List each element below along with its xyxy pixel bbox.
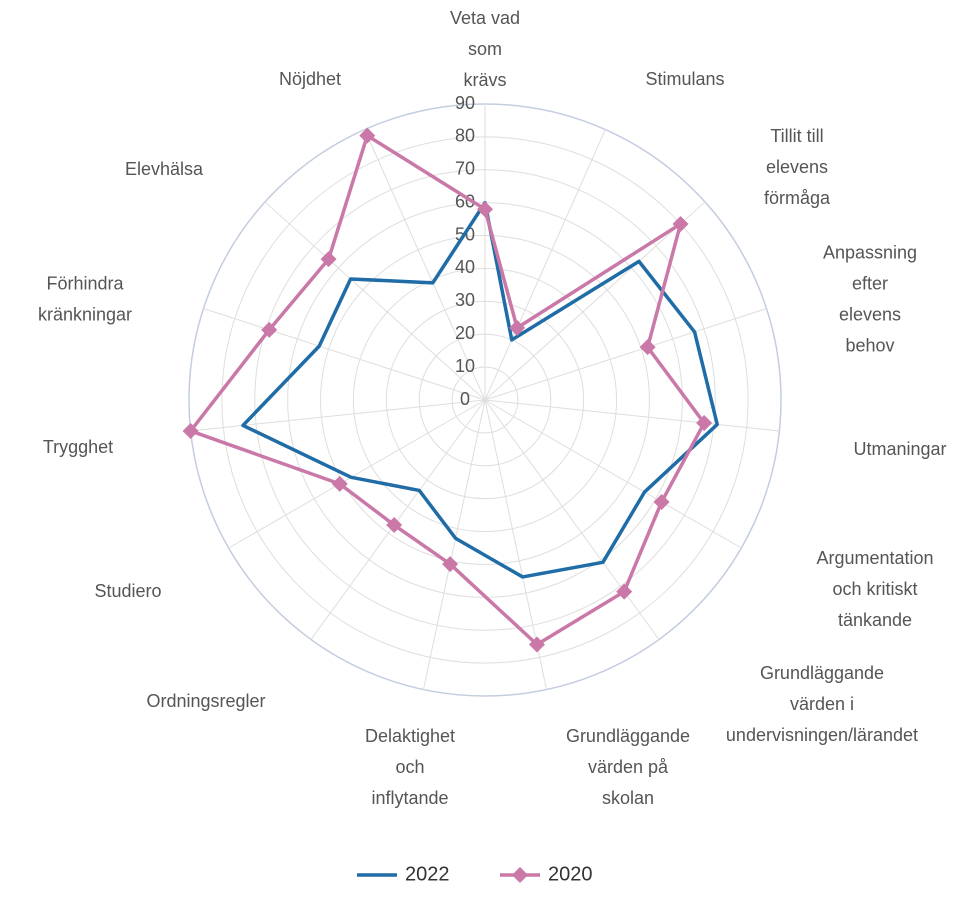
r-tick-label: 20 — [455, 323, 475, 343]
spoke — [228, 399, 486, 549]
series-line — [241, 200, 719, 579]
category-label: Veta vad som krävs — [450, 8, 520, 90]
r-tick-label: 60 — [455, 191, 475, 211]
category-label: Stimulans — [645, 69, 724, 89]
r-tick-label: 70 — [455, 159, 475, 179]
marker — [331, 475, 348, 492]
marker — [477, 201, 493, 218]
marker — [182, 422, 199, 439]
spoke — [484, 201, 706, 401]
legend-label: 2022 — [405, 863, 450, 885]
marker — [320, 251, 337, 268]
spoke — [364, 129, 486, 401]
category-label: Grundläggande värden på skolan — [566, 726, 690, 808]
spoke — [190, 399, 486, 432]
r-tick-label: 30 — [455, 290, 475, 310]
spoke — [203, 308, 486, 401]
marker — [672, 215, 689, 232]
marker — [653, 493, 670, 510]
category-label: Elevhälsa — [125, 159, 204, 179]
category-label: Förhindra kränkningar — [38, 273, 132, 324]
spoke — [484, 399, 660, 640]
category-label: Tillit till elevens förmåga — [764, 126, 831, 208]
category-label: Grundläggande värden i undervisningen/lära… — [726, 663, 918, 745]
r-tick-label: 40 — [455, 257, 475, 277]
marker — [696, 415, 713, 432]
legend-marker — [512, 867, 528, 883]
marker — [359, 127, 376, 144]
category-label: Ordningsregler — [146, 691, 265, 711]
series-line — [188, 133, 706, 647]
spoke — [484, 129, 606, 401]
spoke — [422, 399, 486, 690]
spoke — [484, 399, 780, 432]
marker — [639, 339, 656, 356]
r-tick-label: 0 — [460, 389, 470, 409]
marker — [528, 636, 545, 653]
r-tick-label: 80 — [455, 126, 475, 146]
category-label: Utmaningar — [853, 439, 946, 459]
category-label: Trygghet — [43, 437, 113, 457]
r-tick-label: 10 — [455, 356, 475, 376]
r-tick-label: 90 — [455, 93, 475, 113]
category-label: Studiero — [94, 581, 161, 601]
marker — [386, 517, 403, 534]
spoke — [484, 399, 742, 549]
marker — [261, 321, 278, 338]
spoke — [310, 399, 486, 640]
category-label: Anpassning efter elevens behov — [823, 242, 917, 355]
spoke — [264, 201, 486, 401]
category-label: Argumentation och kritiskt tänkande — [816, 548, 933, 630]
legend-label: 2020 — [548, 863, 593, 885]
marker — [442, 556, 459, 573]
spoke — [484, 308, 767, 401]
marker — [509, 319, 526, 336]
category-label: Delaktighet och inflytande — [365, 726, 455, 808]
category-label: Nöjdhet — [279, 69, 341, 89]
marker — [616, 583, 633, 600]
